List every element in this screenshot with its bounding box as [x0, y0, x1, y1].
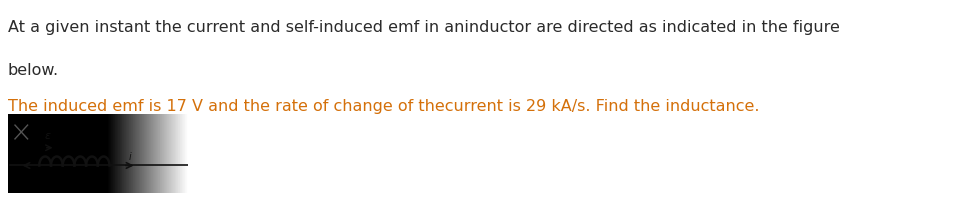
Text: At a given instant the current and self-induced emf in aninductor are directed a: At a given instant the current and self-… — [8, 20, 840, 35]
Text: below.: below. — [8, 63, 59, 78]
Text: The induced emf is 17 V and the rate of change of thecurrent is 29 kA/s. Find th: The induced emf is 17 V and the rate of … — [8, 98, 759, 113]
Text: i: i — [128, 152, 131, 162]
Text: $\varepsilon$: $\varepsilon$ — [45, 131, 53, 141]
